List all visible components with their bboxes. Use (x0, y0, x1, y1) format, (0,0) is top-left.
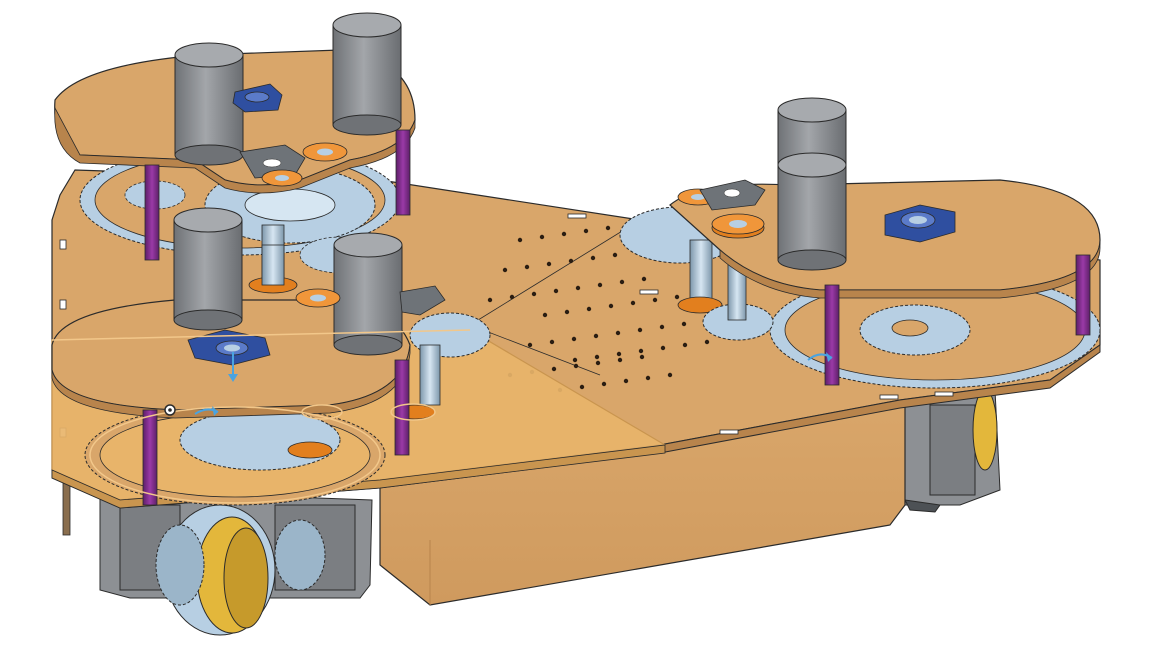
bearing-blue (187, 329, 271, 366)
mounting-hole (509, 294, 515, 300)
bearing-blue (232, 83, 283, 113)
mounting-hole (652, 297, 658, 303)
bearing-orange (261, 169, 303, 187)
mounting-hole (583, 228, 589, 234)
motor (777, 152, 847, 271)
mounting-hole (667, 372, 673, 378)
plate-slot (59, 299, 67, 310)
plate-slot (719, 429, 739, 435)
mounting-hole (612, 252, 618, 258)
mounting-hole (660, 345, 666, 351)
mounting-hole (553, 288, 559, 294)
motor-clamp (239, 144, 306, 179)
bevel-gear (155, 524, 205, 606)
plate-slot (879, 394, 899, 400)
mounting-hole (659, 324, 665, 330)
wheel-module-right[interactable] (904, 389, 1001, 513)
mounting-hole (639, 354, 645, 360)
mounting-hole (502, 267, 508, 273)
mounting-hole (487, 297, 493, 303)
mounting-hole (623, 378, 629, 384)
motor-clamp (399, 285, 446, 316)
motor (173, 207, 243, 331)
move-arrow-icon[interactable] (228, 352, 238, 382)
mounting-hole (630, 300, 636, 306)
motor (333, 232, 403, 356)
left-lower-module[interactable] (51, 207, 491, 506)
mounting-hole (549, 339, 555, 345)
mounting-hole (524, 264, 530, 270)
standoff (1075, 254, 1091, 336)
right-drive-module[interactable] (619, 97, 1101, 389)
motor (332, 12, 402, 136)
mounting-hole (573, 363, 579, 369)
rotate-arrow-icon[interactable] (194, 406, 219, 416)
plate-slot (567, 213, 587, 219)
mounting-hole (615, 330, 621, 336)
mounting-hole (579, 384, 585, 390)
motor (174, 42, 244, 166)
motor-clamp (699, 179, 766, 211)
mounting-hole (527, 342, 533, 348)
mounting-hole (568, 258, 574, 264)
mounting-hole (617, 357, 623, 363)
mounting-hole (564, 309, 570, 315)
mounting-hole (575, 285, 581, 291)
bearing-orange (711, 213, 765, 239)
bearing-blue (884, 204, 956, 243)
standoff (394, 359, 410, 456)
mounting-hole (561, 231, 567, 237)
standoff (824, 284, 840, 386)
mounting-hole (593, 333, 599, 339)
standoff (142, 409, 158, 506)
mounting-hole (637, 327, 643, 333)
selection-highlight (51, 329, 471, 504)
standoff (144, 164, 160, 261)
mounting-hole (681, 321, 687, 327)
plate-slot (59, 239, 67, 250)
mounting-hole (546, 261, 552, 267)
standoff (395, 129, 411, 216)
pivot-dot-icon[interactable] (164, 404, 176, 416)
bearing-orange (302, 142, 348, 162)
mounting-hole (590, 255, 596, 261)
wheel-module-left[interactable] (99, 489, 373, 636)
mounting-hole (638, 348, 644, 354)
mounting-hole (601, 381, 607, 387)
mounting-hole (704, 339, 710, 345)
plate-slot (934, 391, 954, 397)
rotate-arrow-icon[interactable] (807, 352, 833, 362)
mounting-hole (531, 291, 537, 297)
mounting-hole (595, 360, 601, 366)
mounting-hole (551, 366, 557, 372)
mounting-hole (539, 234, 545, 240)
mounting-hole (572, 357, 578, 363)
mounting-hole (542, 312, 548, 318)
mounting-hole (608, 303, 614, 309)
mounting-hole (645, 375, 651, 381)
mounting-hole (594, 354, 600, 360)
mounting-hole (641, 276, 647, 282)
mounting-hole (597, 282, 603, 288)
mounting-hole (619, 279, 625, 285)
mounting-hole (517, 237, 523, 243)
mounting-hole (682, 342, 688, 348)
mounting-hole (605, 225, 611, 231)
mounting-hole (674, 294, 680, 300)
plate-slot (639, 289, 659, 295)
mounting-hole (571, 336, 577, 342)
mounting-hole (616, 351, 622, 357)
mounting-hole (586, 306, 592, 312)
bearing-orange (295, 288, 341, 308)
